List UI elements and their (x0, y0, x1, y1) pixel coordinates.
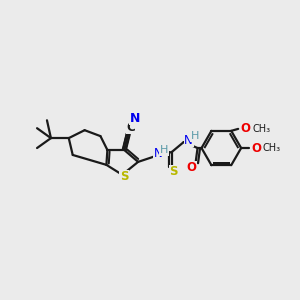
Text: H: H (190, 131, 199, 141)
Text: O: O (251, 142, 261, 154)
Text: S: S (120, 170, 128, 183)
Text: CH₃: CH₃ (263, 143, 281, 153)
Text: N: N (154, 148, 162, 160)
Text: O: O (240, 122, 250, 135)
Text: S: S (169, 165, 178, 178)
Text: N: N (184, 134, 193, 147)
Text: C: C (127, 121, 136, 134)
Text: CH₃: CH₃ (252, 124, 270, 134)
Text: H: H (160, 145, 168, 155)
Text: O: O (187, 161, 196, 174)
Text: N: N (130, 112, 140, 125)
